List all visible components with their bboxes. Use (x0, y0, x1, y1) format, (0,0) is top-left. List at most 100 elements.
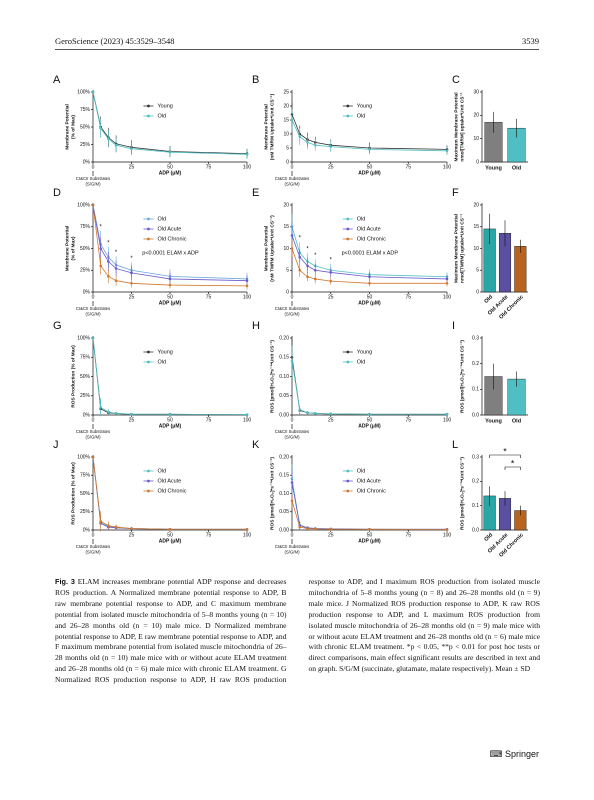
y-tick-label: 30 (473, 89, 479, 95)
y-tick-label: 50% (80, 246, 91, 252)
data-point (114, 279, 118, 282)
x-tick-label: 100 (443, 294, 452, 300)
legend-label: Old (357, 359, 366, 365)
y-axis-label: ROS (pmol[H₂O₂]*s⁻¹*Unit CS⁻¹) (269, 457, 275, 530)
panel-letter: F (452, 187, 459, 199)
y-axis-label: Membrane Potential (64, 226, 70, 272)
x-tick-label: 0 (291, 294, 294, 300)
legend-marker (346, 350, 350, 354)
y-axis-label: ROS (pmol[H₂O₂]*s⁻¹*Unit CS⁻¹) (269, 340, 275, 413)
y-axis-label: Membrane Potential (263, 226, 269, 272)
legend-marker (147, 350, 150, 354)
data-point (329, 279, 333, 283)
x-axis-label: ADP (μM) (358, 170, 381, 176)
x-tick-label: 50 (367, 164, 373, 170)
significance: * (100, 225, 103, 231)
data-point (445, 412, 449, 416)
legend-label: Old Acute (357, 478, 381, 484)
category-label: Old (483, 532, 494, 543)
data-point (445, 149, 449, 153)
x-tick-label: 0 (92, 294, 95, 300)
data-point (313, 143, 317, 147)
legend-label: Old Chronic (157, 236, 186, 242)
data-point (313, 277, 317, 281)
data-point (107, 275, 110, 278)
x-axis-label: ADP (μM) (159, 538, 182, 544)
data-point (445, 528, 449, 531)
data-point (91, 455, 95, 459)
significance: * (330, 257, 333, 263)
data-point (107, 524, 110, 527)
panel-letter: K (252, 439, 260, 451)
y-tick-label: 15 (283, 224, 289, 230)
x-axis-label: ADP (μM) (159, 423, 182, 429)
y-tick-label: 0.15 (279, 473, 289, 479)
data-point (99, 247, 102, 250)
data-point (168, 412, 172, 416)
legend-label: Old (357, 113, 366, 119)
data-point (445, 282, 449, 285)
y-axis-label: ROS (pmol[H₂O₂]*s⁻¹*Unit CS⁻¹) (459, 457, 465, 530)
data-point (306, 141, 309, 144)
bracket (489, 454, 521, 458)
panel-letter: B (252, 74, 259, 86)
data-point (313, 527, 317, 531)
substrate-label: CI&CII Substrates (275, 306, 309, 311)
panel-letter: C (452, 74, 460, 86)
substrate-label: (S/G/M) (284, 182, 300, 187)
x-tick-label: 100 (443, 532, 452, 538)
y-axis-label: Membrane Potential (263, 104, 269, 150)
substrate-label: CI&CII Substrates (76, 429, 110, 434)
substrate-label: (S/G/M) (85, 550, 101, 555)
x-tick-label: 50 (367, 417, 373, 423)
y-tick-label: 25% (80, 509, 91, 515)
y-tick-label: 0.05 (279, 509, 289, 515)
substrate-label: (S/G/M) (85, 435, 101, 440)
publisher-name: Springer (504, 749, 539, 759)
y-tick-label: 0.10 (279, 374, 289, 380)
data-point (91, 203, 95, 207)
x-axis-label: ADP (μM) (358, 538, 381, 544)
legend-marker (147, 217, 150, 221)
y-tick-label: 0 (286, 159, 289, 165)
legend-label: Young (357, 103, 372, 109)
data-point (130, 271, 133, 275)
data-point (91, 90, 95, 94)
legend-marker (147, 489, 150, 493)
y-tick-label: 25% (80, 393, 91, 399)
y-tick-label: 75% (80, 224, 91, 230)
x-tick-label: 75 (405, 532, 411, 538)
data-point (107, 260, 110, 263)
y-tick-label: 25% (80, 268, 91, 274)
y-axis-label: nmol[TMRM] uptake*Unit CS⁻¹ (459, 214, 465, 284)
legend-label: Old Chronic (357, 488, 386, 494)
substrate-label: CI&CII Substrates (76, 306, 110, 311)
y-tick-label: 0.20 (279, 454, 289, 460)
legend-marker (147, 104, 150, 108)
legend-label: Old Chronic (357, 236, 386, 242)
legend-marker (346, 479, 350, 483)
bar (514, 246, 527, 293)
y-tick-label: 0 (476, 159, 479, 165)
substrate-label: (S/G/M) (284, 550, 300, 555)
category-label: Old (483, 294, 494, 305)
data-point (91, 336, 95, 340)
y-tick-label: 0.1 (472, 387, 479, 393)
x-tick-label: 100 (443, 417, 452, 423)
legend-label: Old Chronic (157, 488, 186, 494)
x-tick-label: 25 (328, 294, 334, 300)
x-tick-label: 75 (405, 417, 411, 423)
data-point (99, 519, 102, 523)
data-point (114, 412, 118, 415)
x-axis-label: ADP (μM) (358, 300, 381, 306)
x-tick-label: 25 (129, 164, 135, 170)
data-point (130, 147, 133, 150)
data-point (298, 255, 302, 259)
legend-label: Young (357, 349, 372, 355)
data-point (329, 145, 333, 148)
data-point (306, 527, 309, 530)
x-tick-label: 75 (206, 532, 212, 538)
data-point (130, 282, 133, 285)
data-point (306, 411, 309, 414)
x-tick-label: 0 (291, 417, 294, 423)
